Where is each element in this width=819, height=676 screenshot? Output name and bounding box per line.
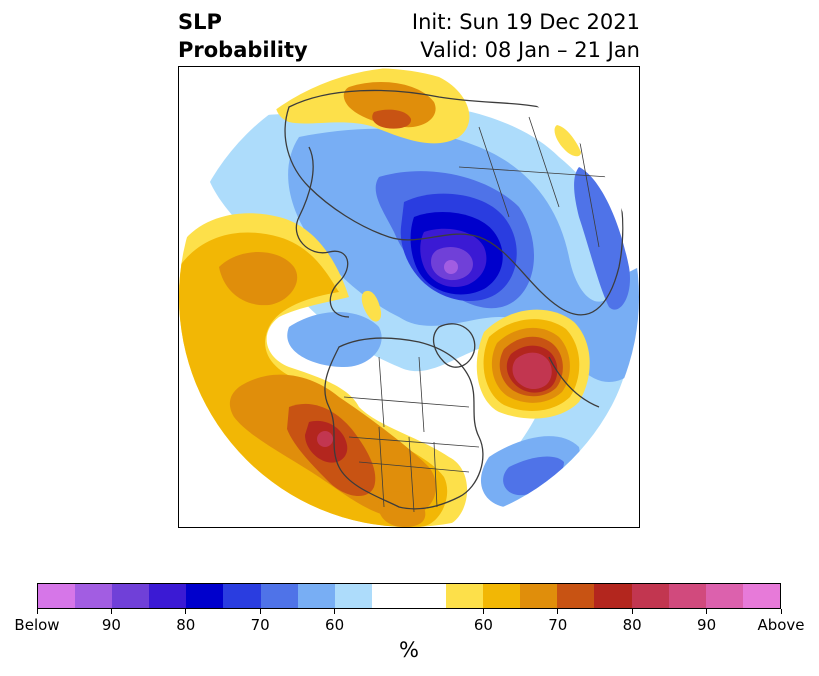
colorbar-swatch xyxy=(520,584,558,608)
colorbar-tick xyxy=(259,609,261,614)
title-variable: SLP xyxy=(178,10,222,34)
coastline-europe-west xyxy=(295,146,350,318)
above-region-pacific-70 xyxy=(219,252,298,306)
coastline-greenland xyxy=(432,323,476,368)
colorbar-label: 90 xyxy=(101,616,121,634)
borders-us xyxy=(348,426,480,513)
colorbar-swatch xyxy=(334,584,372,608)
colorbar-swatch xyxy=(260,584,298,608)
title-right: Init: Sun 19 Dec 2021 Valid: 08 Jan – 21… xyxy=(412,8,640,64)
above-region-west-us-peak xyxy=(317,431,333,447)
borders-canada xyxy=(343,356,470,433)
colorbar xyxy=(37,583,781,609)
colorbar-swatch xyxy=(186,584,224,608)
below-region-pacific xyxy=(287,312,382,367)
colorbar-swatch xyxy=(705,584,743,608)
coastline-alaska xyxy=(548,356,600,408)
polar-map xyxy=(179,67,639,527)
colorbar-swatch xyxy=(557,584,595,608)
colorbar-label: 60 xyxy=(473,616,493,634)
valid-range: Valid: 08 Jan – 21 Jan xyxy=(420,38,640,62)
colorbar-swatch xyxy=(297,584,335,608)
colorbar-swatch xyxy=(38,584,76,608)
colorbar-label: Above xyxy=(757,616,805,634)
colorbar-swatch xyxy=(75,584,113,608)
above-region-small-yellow xyxy=(361,290,382,322)
colorbar-tick xyxy=(482,609,484,614)
colorbar-label: 60 xyxy=(325,616,345,634)
colorbar-swatch xyxy=(594,584,632,608)
above-region-atlantic-85 xyxy=(512,352,552,390)
colorbar-tick xyxy=(185,609,187,614)
colorbar-tick xyxy=(706,609,708,614)
colorbar-swatch xyxy=(631,584,669,608)
above-region-europe-75 xyxy=(372,109,412,129)
colorbar-swatch xyxy=(668,584,706,608)
colorbar-tick xyxy=(780,609,782,614)
colorbar-label: 80 xyxy=(176,616,196,634)
colorbar-ticks xyxy=(36,609,782,615)
colorbar-swatch xyxy=(483,584,521,608)
coastline-north-america xyxy=(324,337,484,510)
colorbar-swatch xyxy=(371,584,409,608)
below-region-north-atlantic-core xyxy=(503,456,564,496)
colorbar-tick xyxy=(631,609,633,614)
colorbar-swatch xyxy=(446,584,484,608)
init-date: Init: Sun 19 Dec 2021 xyxy=(411,10,640,34)
colorbar-label: 70 xyxy=(548,616,568,634)
colorbar-tick xyxy=(110,609,112,614)
colorbar-tick xyxy=(557,609,559,614)
colorbar-label: 90 xyxy=(697,616,717,634)
colorbar-swatch xyxy=(408,584,447,608)
colorbar-swatch xyxy=(149,584,187,608)
probability-field xyxy=(179,67,639,527)
coastline-eurasia xyxy=(284,89,624,316)
colorbar-swatch xyxy=(742,584,780,608)
borders-russia xyxy=(458,116,610,248)
coastlines xyxy=(284,89,624,513)
below-region-peak xyxy=(444,260,458,274)
colorbar-label: 80 xyxy=(622,616,642,634)
below-region-siberia xyxy=(574,167,630,310)
colorbar-tick xyxy=(36,609,38,614)
map-panel xyxy=(178,66,640,528)
title-left: SLP Probability xyxy=(178,8,308,64)
title-quantity: Probability xyxy=(178,38,308,62)
colorbar-swatch xyxy=(112,584,150,608)
colorbar-unit: % xyxy=(399,638,419,662)
colorbar-swatch xyxy=(223,584,261,608)
above-region-siberia-yellow xyxy=(554,125,581,157)
colorbar-tick xyxy=(334,609,336,614)
colorbar-label: 70 xyxy=(250,616,270,634)
colorbar-label: Below xyxy=(14,616,60,634)
